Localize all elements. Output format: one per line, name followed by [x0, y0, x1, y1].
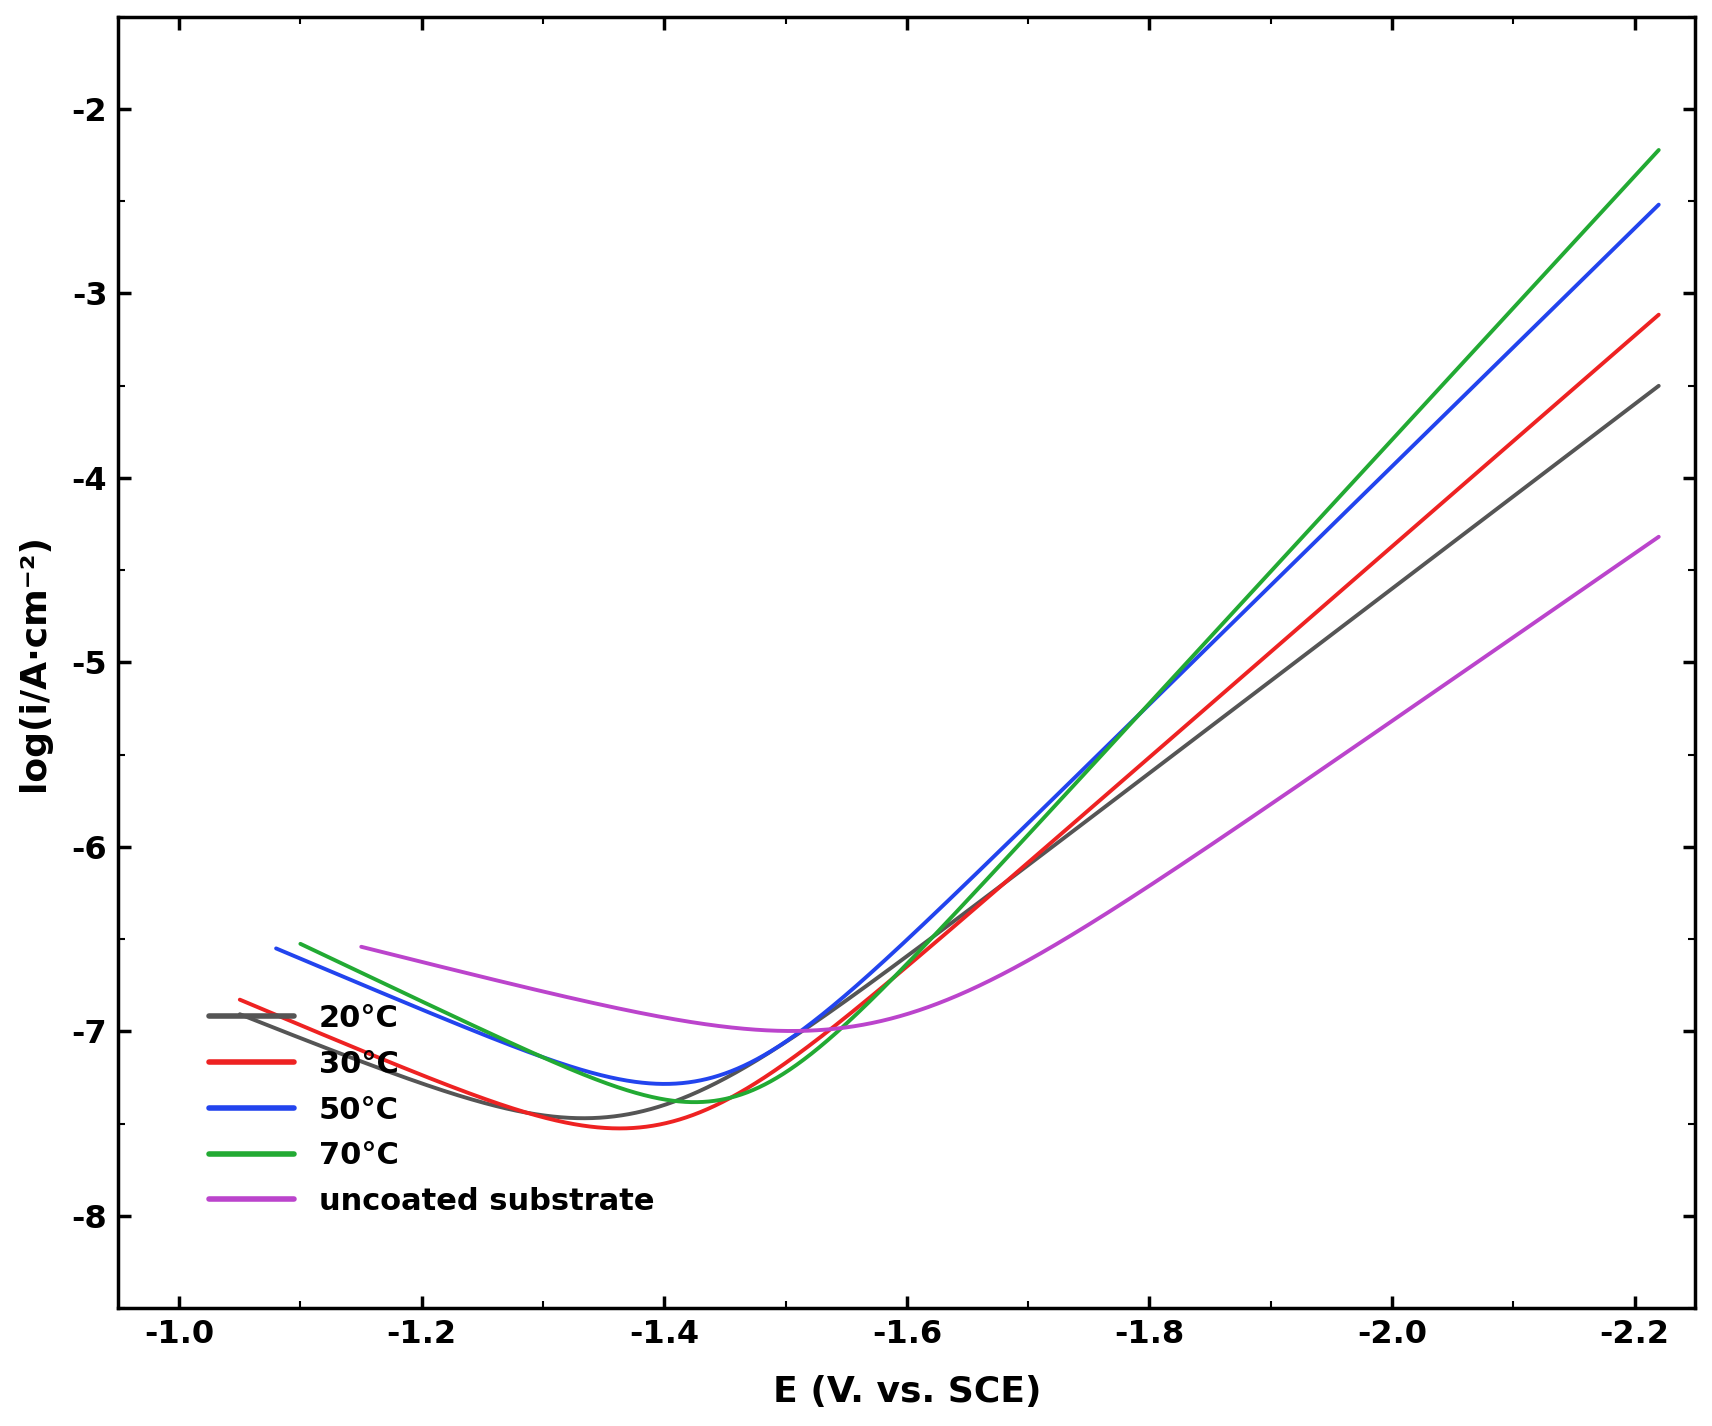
20°C [1181, 733, 1202, 750]
50°C [1387, 453, 1407, 471]
50°C [1173, 663, 1193, 680]
20°C [849, 983, 870, 1000]
20°C [704, 1075, 724, 1092]
Line: 70°C: 70°C [300, 150, 1659, 1102]
20°C [866, 970, 887, 987]
70°C [289, 935, 310, 953]
50°C [654, 1075, 675, 1092]
30°C [866, 984, 887, 1001]
70°C [1601, 193, 1621, 210]
uncoated substrate [873, 1012, 894, 1030]
70°C [496, 1032, 517, 1050]
30°C [1181, 713, 1202, 730]
70°C [1411, 399, 1431, 416]
X-axis label: E (V. vs. SCE): E (V. vs. SCE) [772, 1375, 1041, 1409]
30°C [1649, 307, 1669, 324]
Y-axis label: log(i/A·cm⁻²): log(i/A·cm⁻²) [17, 533, 51, 791]
50°C [1592, 251, 1613, 268]
uncoated substrate [401, 951, 421, 968]
50°C [265, 940, 286, 957]
uncoated substrate [507, 977, 527, 994]
20°C [229, 1005, 250, 1022]
uncoated substrate [1558, 590, 1578, 607]
50°C [1608, 235, 1628, 252]
Line: 20°C: 20°C [240, 386, 1659, 1118]
Line: uncoated substrate: uncoated substrate [361, 536, 1659, 1031]
30°C [704, 1097, 724, 1114]
uncoated substrate [1649, 528, 1669, 545]
uncoated substrate [781, 1022, 801, 1040]
Line: 50°C: 50°C [276, 205, 1659, 1084]
50°C [555, 1057, 575, 1074]
30°C [849, 998, 870, 1015]
70°C [532, 1048, 553, 1065]
70°C [685, 1094, 705, 1111]
30°C [484, 1094, 505, 1111]
50°C [1014, 820, 1034, 837]
Legend: 20°C, 30°C, 50°C, 70°C, uncoated substrate: 20°C, 30°C, 50°C, 70°C, uncoated substra… [197, 991, 666, 1228]
30°C [315, 1027, 336, 1044]
20°C [1649, 378, 1669, 395]
uncoated substrate [351, 938, 372, 955]
uncoated substrate [615, 1001, 635, 1018]
20°C [315, 1040, 336, 1057]
Line: 30°C: 30°C [240, 315, 1659, 1128]
20°C [574, 1109, 594, 1127]
uncoated substrate [1565, 586, 1585, 603]
20°C [484, 1097, 505, 1114]
70°C [1573, 222, 1594, 240]
30°C [609, 1119, 630, 1137]
70°C [1169, 662, 1190, 679]
70°C [1649, 141, 1669, 158]
30°C [229, 991, 250, 1008]
50°C [1649, 197, 1669, 214]
